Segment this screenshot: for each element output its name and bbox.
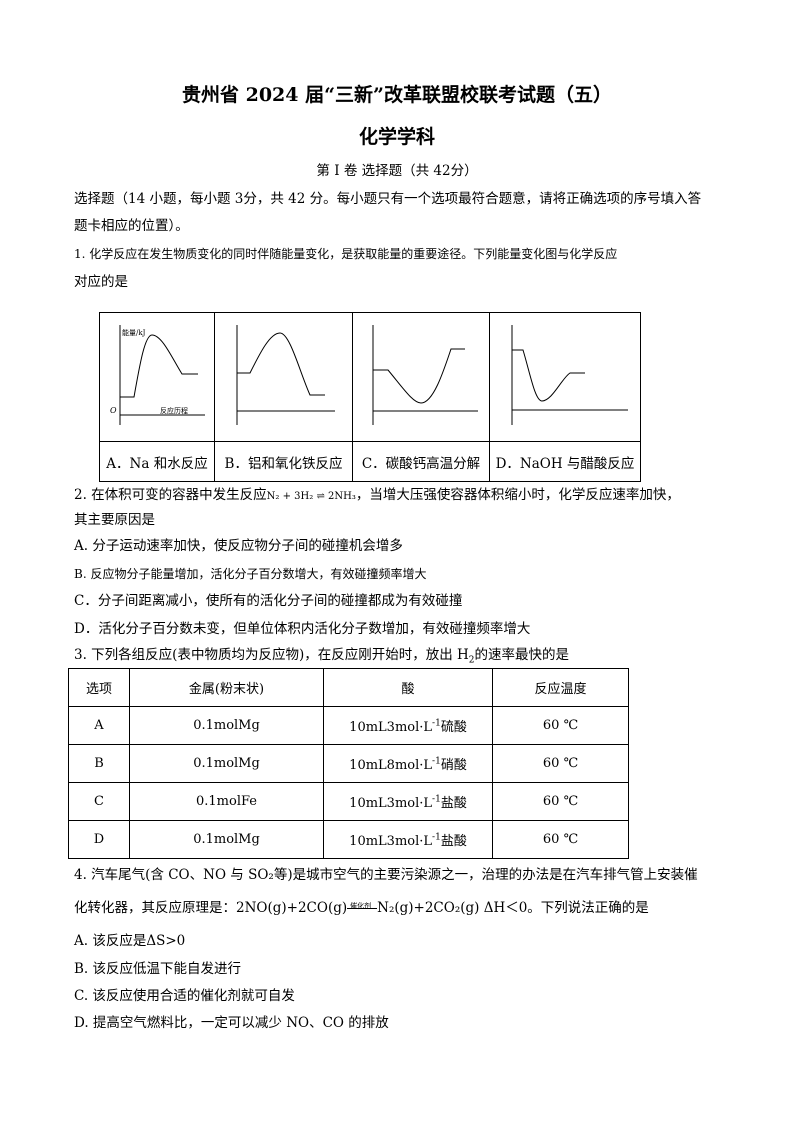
- subject-title: 化学学科: [358, 126, 435, 148]
- section-heading: 第 I 卷 选择题（共 42分）: [316, 163, 478, 179]
- graph-b: [215, 313, 353, 441]
- graph-origin: O: [110, 406, 117, 415]
- cell-option: C: [68, 782, 130, 821]
- option-a-label: A．Na 和水反应: [100, 441, 215, 481]
- q3-table: 选项 金属(粉末状) 酸反应温度 A 0.1molMg 10mL3mol·L-1硫酸 60…: [68, 668, 629, 859]
- cell-temp: 60 ℃: [492, 744, 629, 783]
- q2-stem-line2: 其主要原因是: [74, 512, 155, 528]
- cell-temp: 60 ℃: [492, 820, 629, 859]
- q2-option-c: C．分子间距离减小，使所有的活化分子间的碰撞都成为有效碰撞: [74, 593, 463, 609]
- q2-option-b: B. 反应物分子能量增加，活化分子百分数增大，有效碰撞频率增大: [74, 567, 427, 581]
- q4-stem-line2: 化转化器，其反应原理是：2NO(g)+2CO(g) 催化剂 N₂(g)+2CO₂(g…: [74, 899, 649, 917]
- graph-c: [353, 313, 490, 441]
- q2-option-d: D．活化分子百分数未变，但单位体积内活化分子数增加，有效碰撞频率增大: [74, 621, 531, 637]
- q1-stem-line1: 1. 化学反应在发生物质变化的同时伴随能量变化，是获取能量的重要途径。下列能量变…: [74, 247, 618, 261]
- q4-option-a: A. 该反应是ΔS>0: [74, 933, 186, 949]
- q1-energy-graphs: A．Na 和水反应 B．铝和氧化铁反应 C．碳酸钙高温分解 D．NaOH 与醋酸…: [99, 312, 641, 482]
- q4-option-c: C. 该反应使用合适的催化剂就可自发: [74, 988, 295, 1004]
- cell-metal: 0.1molMg: [129, 820, 324, 859]
- q2-stem-line1: 2. 在体积可变的容器中发生反应N₂ + 3H₂ ⇌ 2NH₃，当增大压强使容器…: [74, 487, 680, 503]
- cell-acid: 10mL3mol·L-1盐酸: [323, 820, 493, 859]
- cell-option: A: [68, 706, 130, 745]
- table-header-row: 选项 金属(粉末状) 酸反应温度: [68, 668, 629, 707]
- instructions-line2: 题卡相应的位置）。: [74, 218, 189, 234]
- option-d-label: D．NaOH 与醋酸反应: [490, 441, 640, 481]
- q4-stem-line1: 4. 汽车尾气(含 CO、NO 与 SO₂等)是城市空气的主要污染源之一，治理的…: [74, 867, 698, 883]
- table-row: C 0.1molFe 10mL3mol·L-1盐酸 60 ℃: [68, 782, 629, 821]
- option-c-label: C．碳酸钙高温分解: [353, 441, 490, 481]
- cell-acid: 10mL3mol·L-1硫酸: [323, 706, 493, 745]
- instructions-line1: 选择题（14 小题，每小题 3分，共 42 分。每小题只有一个选项最符合题意，请…: [74, 191, 702, 207]
- table-row: D 0.1molMg 10mL3mol·L-1盐酸 60 ℃: [68, 820, 629, 859]
- header-acid: 酸: [323, 668, 493, 707]
- cell-metal: 0.1molMg: [129, 744, 324, 783]
- graph-d: [490, 313, 640, 441]
- graph-xlabel: 反应历程: [160, 407, 188, 415]
- option-b-label: B．铝和氧化铁反应: [215, 441, 353, 481]
- catalyst-label: 催化剂: [350, 902, 372, 910]
- cell-temp: 60 ℃: [492, 782, 629, 821]
- cell-metal: 0.1molMg: [129, 706, 324, 745]
- q3-stem: 3. 下列各组反应(表中物质均为反应物)，在反应刚开始时，放出 H2的速率最快的…: [74, 647, 570, 666]
- q4-option-b: B. 该反应低温下能自发进行: [74, 961, 242, 977]
- graph-ylabel: 能量/kJ: [122, 329, 146, 337]
- table-row: A 0.1molMg 10mL3mol·L-1硫酸 60 ℃: [68, 706, 629, 745]
- exam-title: 贵州省 2024 届“三新”改革联盟校联考试题（五）: [182, 84, 612, 106]
- header-metal: 金属(粉末状): [129, 668, 324, 707]
- cell-acid: 10mL8mol·L-1硝酸: [323, 744, 493, 783]
- q1-stem-line2: 对应的是: [74, 274, 128, 290]
- cell-temp: 60 ℃: [492, 706, 629, 745]
- cell-acid: 10mL3mol·L-1盐酸: [323, 782, 493, 821]
- table-row: B 0.1molMg 10mL8mol·L-1硝酸 60 ℃: [68, 744, 629, 783]
- header-option: 选项: [68, 668, 130, 707]
- cell-option: B: [68, 744, 130, 783]
- q2-option-a: A. 分子运动速率加快，使反应物分子间的碰撞机会增多: [74, 538, 403, 554]
- cell-option: D: [68, 820, 130, 859]
- cell-metal: 0.1molFe: [129, 782, 324, 821]
- header-temp: 反应温度: [492, 668, 629, 707]
- graph-a: [100, 313, 215, 441]
- q4-option-d: D. 提高空气燃料比，一定可以减少 NO、CO 的排放: [74, 1015, 389, 1031]
